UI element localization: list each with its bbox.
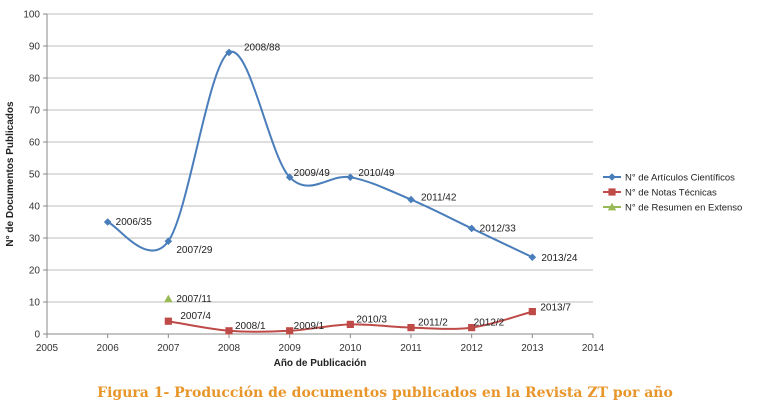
data-label: 2008/88 (244, 42, 281, 53)
legend-item: N° de Artículos Científicos (603, 173, 735, 184)
grid (47, 13, 593, 303)
data-label: 2008/1 (235, 321, 266, 332)
legend-marker (608, 173, 616, 181)
x-tick-label: 2013 (521, 343, 544, 354)
data-label: 2012/2 (474, 318, 505, 329)
data-point (164, 317, 172, 325)
y-tick-label: 100 (23, 10, 40, 21)
x-tick-label: 2012 (461, 343, 484, 354)
data-label: 2006/35 (116, 217, 153, 228)
legend: N° de Artículos Científicos N° de Notas T… (603, 173, 742, 214)
x-tick-label: 2008 (218, 343, 241, 354)
data-labels: 2006/35 2007/29 2008/88 2009/49 2010/49 2011/… (116, 42, 578, 331)
data-point (164, 237, 173, 245)
series-1 (103, 48, 537, 261)
series-2 (164, 308, 536, 335)
legend-marker (607, 202, 617, 211)
y-tick-label: 60 (29, 138, 41, 149)
data-point (225, 48, 233, 57)
x-axis-title: Año de Publicación (274, 358, 367, 369)
legend-label: N° de Notas Técnicas (625, 188, 717, 199)
data-label: 2007/4 (180, 311, 211, 322)
series (103, 48, 537, 335)
data-point (528, 308, 536, 316)
series-line (107, 51, 533, 259)
tick-labels: 0 10 20 30 40 50 60 70 80 90 100 2005 2006 2007 2008 20… (23, 10, 604, 355)
data-point (286, 327, 294, 335)
data-label: 2011/2 (418, 318, 448, 329)
y-tick-label: 90 (29, 42, 41, 53)
data-point (285, 173, 294, 181)
data-label: 2010/3 (356, 314, 387, 325)
data-point (407, 324, 415, 332)
data-point (164, 294, 173, 303)
chart: 0 10 20 30 40 50 60 70 80 90 100 2005 2006 2007 2008 20… (5, 10, 742, 370)
data-label: 2007/11 (176, 294, 212, 305)
legend-item: N° de Notas Técnicas (603, 188, 717, 199)
y-tick-label: 40 (29, 202, 41, 213)
y-tick-label: 70 (29, 106, 41, 117)
legend-label: N° de Artículos Científicos (625, 173, 735, 184)
x-tick-label: 2011 (400, 343, 422, 354)
data-point (103, 218, 112, 226)
data-label: 2009/49 (294, 168, 331, 179)
data-label: 2013/24 (541, 253, 578, 264)
data-point (346, 320, 354, 328)
x-tick-label: 2010 (339, 343, 362, 354)
x-tick-label: 2006 (97, 343, 120, 354)
legend-label: N° de Resumen en Extenso (625, 203, 742, 214)
y-tick-label: 80 (29, 74, 41, 85)
x-tick-label: 2014 (582, 343, 605, 354)
x-tick-label: 2005 (36, 343, 59, 354)
legend-marker (608, 188, 616, 196)
x-tick-label: 2007 (157, 343, 180, 354)
y-tick-label: 10 (29, 298, 41, 309)
figure-caption: Figura 1- Producción de documentos publi… (97, 385, 673, 401)
data-label: 2013/7 (540, 303, 571, 314)
data-point (467, 224, 476, 233)
x-tick-label: 2009 (279, 343, 302, 354)
data-point (346, 173, 355, 181)
data-label: 2009/1 (294, 321, 325, 332)
legend-item: N° de Resumen en Extenso (603, 203, 742, 214)
y-tick-label: 30 (29, 234, 41, 245)
data-label: 2012/33 (480, 223, 517, 234)
y-tick-label: 0 (34, 330, 40, 341)
data-point (225, 327, 233, 335)
data-label: 2010/49 (358, 168, 395, 179)
data-label: 2011/42 (421, 193, 457, 204)
y-tick-label: 50 (29, 170, 41, 181)
data-point (407, 195, 415, 204)
data-label: 2007/29 (176, 245, 213, 256)
data-point (528, 253, 537, 261)
series-3 (164, 294, 173, 303)
y-axis-title: N° de Documentos Publicados (5, 101, 16, 247)
y-tick-label: 20 (29, 266, 41, 277)
data-point (468, 324, 476, 332)
